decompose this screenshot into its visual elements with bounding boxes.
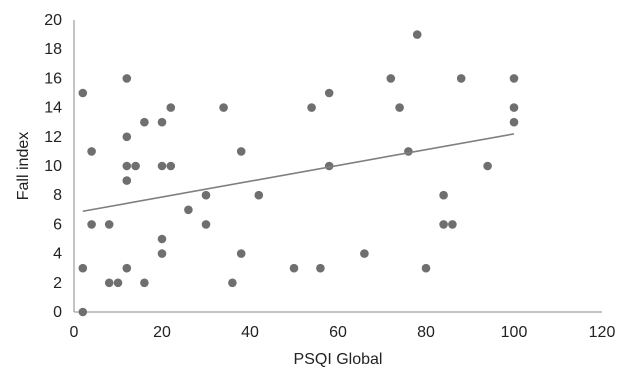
x-axis-label: PSQI Global [294, 351, 383, 368]
data-point [184, 205, 193, 215]
data-point [166, 103, 176, 112]
data-point [395, 103, 404, 112]
data-point [157, 249, 167, 258]
trendline [82, 133, 515, 213]
data-point [412, 30, 422, 39]
data-point [439, 190, 448, 200]
data-point [219, 103, 228, 112]
data-point [122, 263, 132, 273]
data-point [140, 278, 149, 288]
y-tick-label: 0 [53, 304, 62, 321]
data-point [122, 132, 132, 142]
data-points [78, 30, 519, 317]
x-tick-label: 80 [417, 324, 435, 341]
data-point [448, 220, 457, 229]
data-point [157, 117, 167, 127]
y-axis-label: Fall index [15, 132, 32, 200]
data-point [439, 220, 448, 229]
data-point [87, 220, 96, 229]
data-point [166, 161, 176, 171]
data-point [456, 74, 466, 83]
data-point [386, 74, 396, 83]
data-point [87, 147, 96, 156]
data-point [289, 263, 299, 273]
y-tick-label: 8 [53, 187, 62, 204]
data-point [131, 161, 140, 171]
data-point [307, 103, 316, 112]
data-point [157, 234, 167, 244]
data-point [113, 278, 123, 288]
y-tick-label: 4 [53, 246, 62, 263]
data-point [360, 249, 369, 258]
data-point [104, 278, 114, 288]
x-tick-label: 40 [241, 324, 259, 341]
data-point [228, 278, 237, 288]
data-point [201, 220, 211, 229]
x-tick-label: 60 [329, 324, 347, 341]
y-tick-label: 14 [44, 100, 62, 117]
x-tick-label: 120 [589, 324, 616, 341]
data-point [509, 117, 519, 127]
y-tick-label: 10 [44, 158, 62, 175]
data-point [78, 88, 88, 98]
data-point [236, 249, 246, 258]
y-tick-label: 12 [44, 129, 62, 146]
data-point [254, 190, 264, 200]
y-tick-label: 20 [44, 12, 62, 29]
data-point [404, 147, 413, 156]
y-tick-label: 16 [44, 70, 62, 87]
x-tick-label: 100 [501, 324, 528, 341]
data-point [421, 263, 431, 273]
data-point [236, 147, 246, 156]
data-point [157, 161, 167, 171]
x-axis-ticks: 0 20 40 60 80 100 120 [70, 324, 616, 341]
y-tick-label: 18 [44, 41, 62, 58]
data-point [122, 161, 132, 171]
x-tick-label: 20 [153, 324, 171, 341]
data-point [78, 307, 88, 317]
data-point [316, 263, 325, 273]
data-point [201, 190, 211, 200]
y-axis-ticks: 0 2 4 6 8 10 12 14 16 18 20 [44, 12, 62, 321]
data-point [104, 220, 114, 229]
data-point [483, 161, 492, 171]
data-point [509, 74, 519, 83]
data-point [122, 176, 132, 185]
data-point [324, 88, 334, 98]
data-point [509, 103, 519, 112]
y-tick-label: 2 [53, 275, 62, 292]
y-tick-label: 6 [53, 216, 62, 233]
x-tick-label: 0 [70, 324, 79, 341]
data-point [140, 117, 149, 127]
data-point [122, 74, 132, 83]
data-point [78, 263, 88, 273]
